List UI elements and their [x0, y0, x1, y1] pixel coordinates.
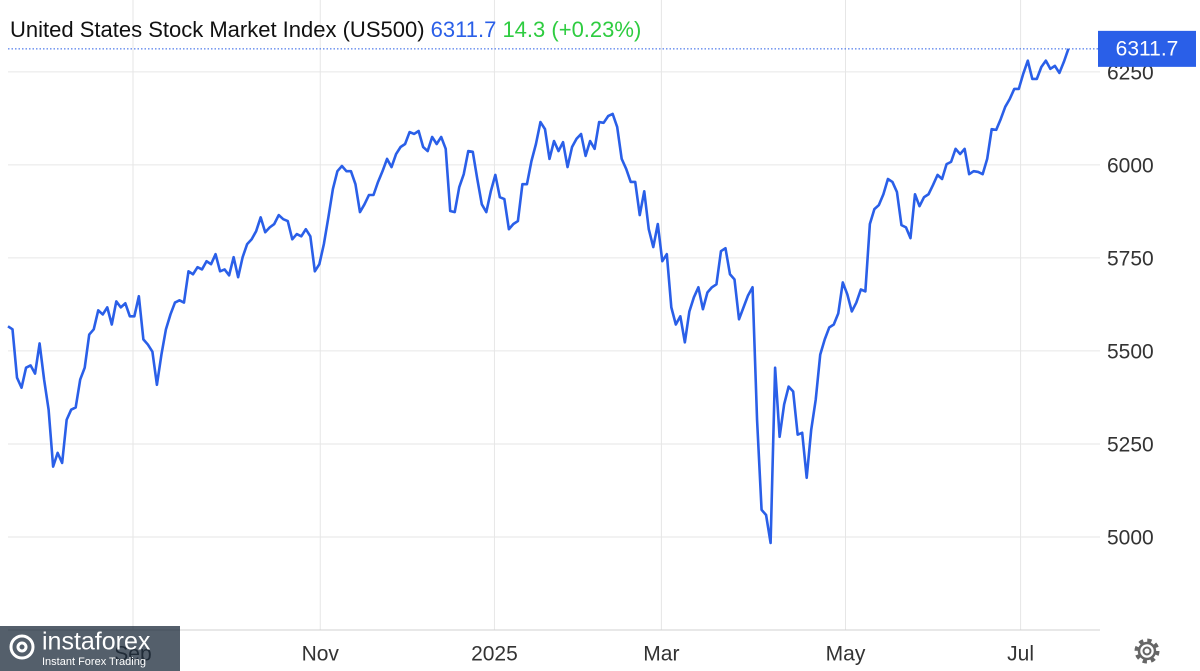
axis-labels: 500052505500575060006250SepNov2025MarMay…	[114, 61, 1153, 665]
price-line	[7, 48, 1070, 545]
watermark-bg	[0, 626, 180, 671]
plot	[7, 48, 1070, 545]
y-tick-label: 5250	[1107, 433, 1154, 456]
last-value-label: 6311.7	[1116, 37, 1179, 60]
y-tick-label: 6000	[1107, 154, 1154, 177]
x-tick-label: May	[826, 643, 866, 666]
chart-title: United States Stock Market Index (US500)	[10, 17, 425, 42]
watermark-tagline: Instant Forex Trading	[42, 656, 146, 668]
y-tick-label: 5500	[1107, 340, 1154, 363]
settings-icon[interactable]	[1134, 638, 1160, 664]
watermark-logo	[9, 634, 35, 660]
chart-header: United States Stock Market Index (US500)…	[10, 17, 641, 42]
last-value-tag: 6311.7	[8, 30, 1196, 67]
last-value: 6311.7	[431, 17, 497, 42]
grid	[8, 0, 1100, 630]
change-percent: (+0.23%)	[551, 17, 641, 42]
watermark: instaforex Instant Forex Trading	[0, 626, 180, 671]
x-tick-label: Mar	[643, 643, 679, 666]
x-tick-label: 2025	[471, 643, 518, 666]
y-tick-label: 5000	[1107, 527, 1154, 550]
last-value-box	[1098, 30, 1196, 67]
x-tick-label: Jul	[1007, 643, 1034, 666]
x-tick-label: Nov	[302, 643, 340, 666]
change-value: 14.3	[502, 17, 545, 42]
watermark-brand: instaforex	[42, 628, 151, 656]
y-tick-label: 6250	[1107, 61, 1154, 84]
y-tick-label: 5750	[1107, 247, 1154, 270]
